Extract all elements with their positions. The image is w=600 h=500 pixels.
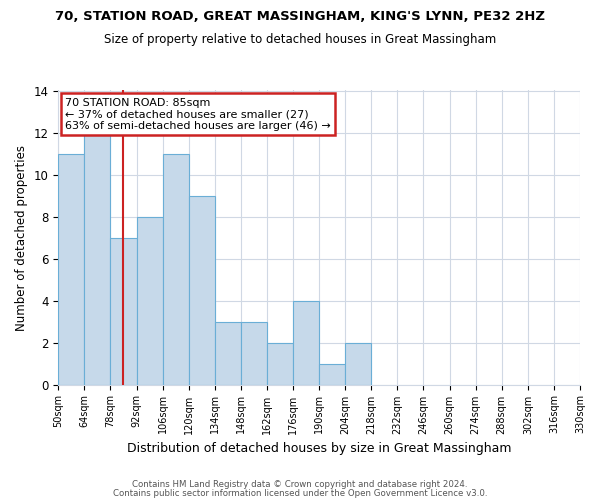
Bar — [85, 132, 110, 384]
X-axis label: Distribution of detached houses by size in Great Massingham: Distribution of detached houses by size … — [127, 442, 511, 455]
Y-axis label: Number of detached properties: Number of detached properties — [15, 144, 28, 330]
Bar — [110, 238, 137, 384]
Bar — [267, 342, 293, 384]
Text: Size of property relative to detached houses in Great Massingham: Size of property relative to detached ho… — [104, 32, 496, 46]
Text: Contains HM Land Registry data © Crown copyright and database right 2024.: Contains HM Land Registry data © Crown c… — [132, 480, 468, 489]
Bar — [293, 300, 319, 384]
Text: 70, STATION ROAD, GREAT MASSINGHAM, KING'S LYNN, PE32 2HZ: 70, STATION ROAD, GREAT MASSINGHAM, KING… — [55, 10, 545, 23]
Bar — [137, 216, 163, 384]
Bar — [215, 322, 241, 384]
Bar — [163, 154, 189, 384]
Text: Contains public sector information licensed under the Open Government Licence v3: Contains public sector information licen… — [113, 488, 487, 498]
Bar — [241, 322, 267, 384]
Bar — [345, 342, 371, 384]
Bar — [58, 154, 85, 384]
Bar — [319, 364, 345, 384]
Bar — [189, 196, 215, 384]
Text: 70 STATION ROAD: 85sqm
← 37% of detached houses are smaller (27)
63% of semi-det: 70 STATION ROAD: 85sqm ← 37% of detached… — [65, 98, 331, 131]
